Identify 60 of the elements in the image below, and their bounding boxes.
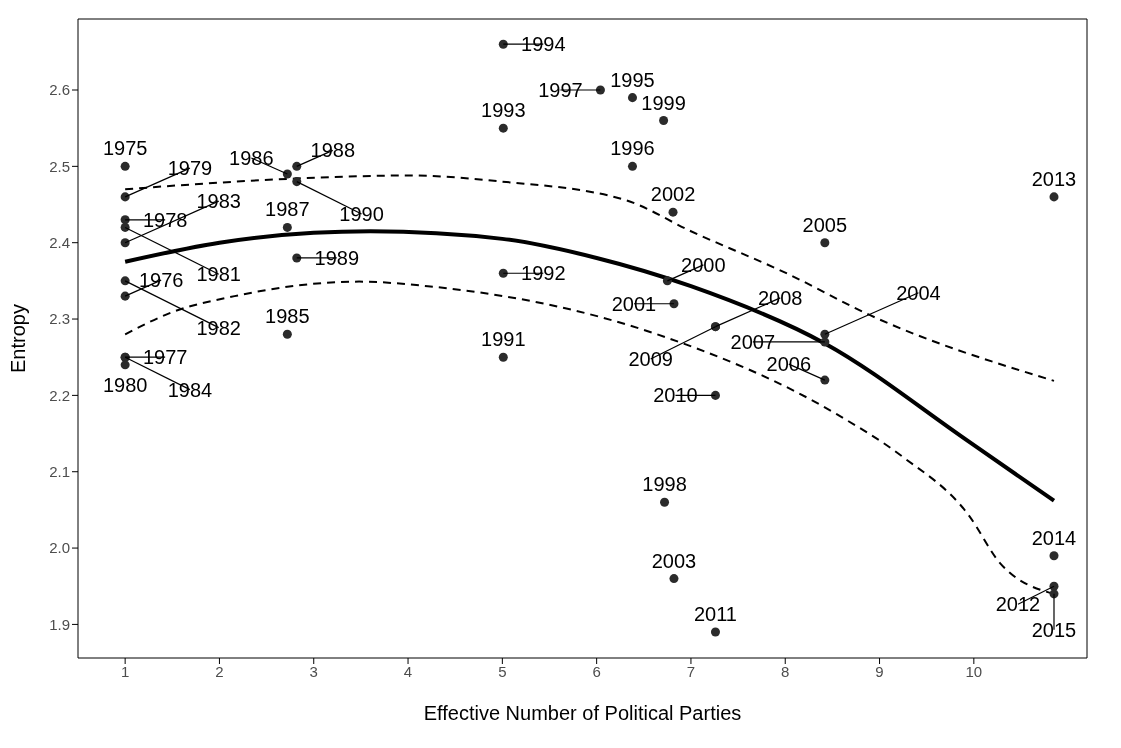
annotation: 2005 [802,213,848,236]
annotation: 1990 [339,203,384,226]
annotation: 1977 [142,346,188,369]
x-tick-label: 10 [965,662,983,680]
annotation: 1997 [538,79,583,101]
annotation: 1987 [265,198,310,221]
x-axis-title: Effective Number of Political Parties [423,702,742,724]
annotation: 2014 [1031,526,1077,549]
x-tick-label: 2 [215,662,224,680]
annotation: 2000 [681,253,726,276]
annotation: 2004 [896,281,941,304]
annotation: 2012 [995,593,1041,616]
y-tick-label: 2.1 [49,463,70,481]
y-axis-title: Entropy [7,304,30,373]
y-tick-label: 2.5 [49,157,70,175]
annotation: 1999 [641,91,686,114]
annotation: 2007 [730,330,776,353]
x-tick-label: 6 [592,662,601,680]
annotation: 2002 [650,183,696,206]
x-tick-label: 7 [686,662,696,680]
annotation: 1976 [138,269,184,292]
annotation: 1982 [196,316,241,339]
annotation: 1985 [265,305,310,328]
annotation: 1975 [102,137,148,160]
annotation: 2015 [1031,618,1077,641]
annotation: 2009 [628,348,673,371]
annotation: 1988 [310,139,356,162]
annotation: 1993 [481,99,526,122]
annotation: 1996 [610,137,655,160]
x-tick-label: 4 [403,662,413,680]
annotation: 1984 [167,378,213,401]
annotation: 1998 [642,473,687,496]
y-tick-label: 2.4 [49,234,70,252]
annotation: 2011 [693,603,737,626]
annotation: 2006 [766,353,812,376]
annotation: 1983 [196,190,241,213]
annotation: 2013 [1031,167,1077,190]
annotation: 1994 [521,33,566,56]
x-tick-label: 8 [781,662,790,680]
y-tick-label: 2.0 [49,539,70,557]
y-tick-label: 2.6 [49,81,70,99]
annotation: 2003 [651,549,697,572]
x-tick-label: 3 [309,662,318,680]
y-tick-label: 1.9 [49,615,70,633]
annotation: 2008 [758,286,803,309]
annotation: 1992 [521,262,566,285]
y-tick-label: 2.2 [49,386,70,404]
annotation: 1980 [102,373,148,396]
annotation: 2010 [653,384,698,407]
annotation: 1989 [314,246,360,269]
annotation: 1981 [196,263,241,286]
x-tick-label: 9 [875,662,884,680]
annotation: 1986 [229,146,274,169]
y-tick-label: 2.3 [49,310,70,328]
annotation: 1991 [481,328,526,351]
annotation: 2001 [611,292,657,315]
x-tick-label: 5 [498,662,507,680]
x-tick-label: 1 [120,662,130,680]
annotation: 1995 [610,68,655,91]
annotation: 1979 [167,157,213,180]
